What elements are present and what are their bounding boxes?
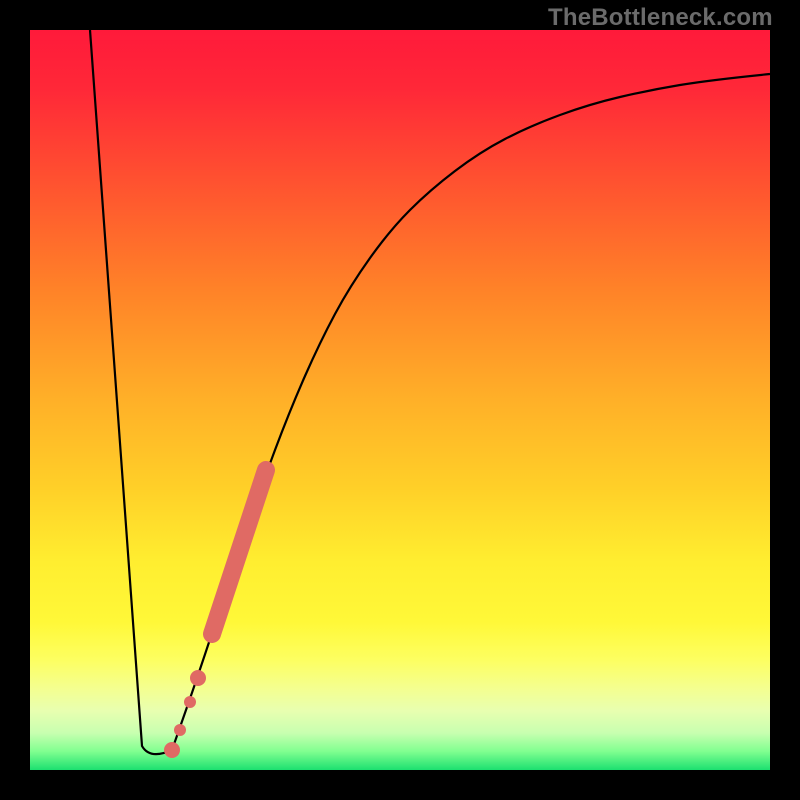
watermark-text: TheBottleneck.com [548,4,773,32]
marker-dot [174,724,186,736]
gradient-background [30,30,770,770]
marker-dot [164,742,180,758]
bottleneck-chart [0,0,800,800]
marker-dot [190,670,206,686]
marker-dot [184,696,196,708]
